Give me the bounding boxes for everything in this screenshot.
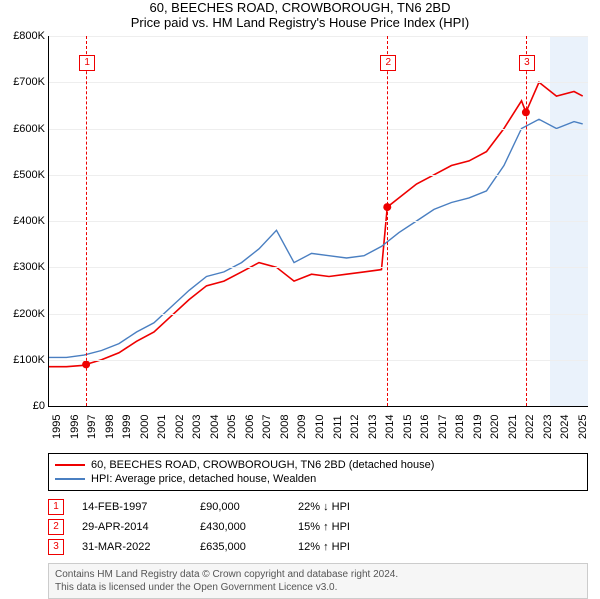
transaction-delta: 12% ↑ HPI <box>298 541 388 553</box>
x-axis-label: 2006 <box>244 415 256 439</box>
x-axis-label: 2021 <box>507 415 519 439</box>
x-axis-label: 2020 <box>489 415 501 439</box>
series-price_paid <box>49 82 583 366</box>
x-axis-label: 1997 <box>86 415 98 439</box>
x-axis-label: 2016 <box>419 415 431 439</box>
x-axis-label: 2007 <box>261 415 273 439</box>
gridline <box>49 314 588 315</box>
x-axis-label: 2008 <box>279 415 291 439</box>
x-axis-label: 1998 <box>104 415 116 439</box>
x-axis-label: 1996 <box>69 415 81 439</box>
gridline <box>49 129 588 130</box>
y-axis-label: £300K <box>1 261 45 273</box>
sale-marker-line <box>526 36 527 406</box>
x-axis-label: 2010 <box>314 415 326 439</box>
gridline <box>49 267 588 268</box>
x-axis-label: 2019 <box>472 415 484 439</box>
transaction-price: £635,000 <box>200 541 280 553</box>
chart-title-line2: Price paid vs. HM Land Registry's House … <box>0 15 600 30</box>
legend-swatch <box>55 464 85 466</box>
gridline <box>49 360 588 361</box>
series-hpi <box>49 119 583 357</box>
chart-plot-area: £0£100K£200K£300K£400K£500K£600K£700K£80… <box>48 36 588 407</box>
x-axis-label: 2005 <box>226 415 238 439</box>
attribution-footer: Contains HM Land Registry data © Crown c… <box>48 563 588 599</box>
transactions-table: 1 14-FEB-1997 £90,000 22% ↓ HPI 2 29-APR… <box>48 497 588 557</box>
x-axis-label: 2015 <box>402 415 414 439</box>
x-axis-label: 2003 <box>191 415 203 439</box>
x-axis-label: 2004 <box>209 415 221 439</box>
y-axis-label: £100K <box>1 354 45 366</box>
x-axis-label: 2025 <box>577 415 589 439</box>
sale-marker-number: 1 <box>79 55 95 71</box>
y-axis-label: £0 <box>1 400 45 412</box>
gridline <box>49 82 588 83</box>
x-axis-label: 2001 <box>156 415 168 439</box>
legend-swatch <box>55 478 85 480</box>
x-axis-labels: 1995 1996 1997 1998 1999 2000 2001 2002 2003 2004… <box>48 407 588 449</box>
chart-title-line1: 60, BEECHES ROAD, CROWBOROUGH, TN6 2BD <box>0 0 600 15</box>
transaction-date: 29-APR-2014 <box>82 521 182 533</box>
gridline <box>49 36 588 37</box>
x-axis-label: 2024 <box>559 415 571 439</box>
transaction-marker-box: 2 <box>48 519 64 535</box>
legend-label: 60, BEECHES ROAD, CROWBOROUGH, TN6 2BD (… <box>91 459 434 471</box>
x-axis-label: 2014 <box>384 415 396 439</box>
x-axis-label: 2000 <box>139 415 151 439</box>
x-axis-label: 2013 <box>367 415 379 439</box>
transaction-delta: 22% ↓ HPI <box>298 501 388 513</box>
legend-item: HPI: Average price, detached house, Weal… <box>55 472 581 486</box>
x-axis-label: 2011 <box>332 415 344 439</box>
transaction-price: £430,000 <box>200 521 280 533</box>
gridline <box>49 175 588 176</box>
legend-label: HPI: Average price, detached house, Weal… <box>91 473 316 485</box>
x-axis-label: 2023 <box>542 415 554 439</box>
x-axis-label: 2022 <box>524 415 536 439</box>
x-axis-label: 1995 <box>51 415 63 439</box>
sale-marker-line <box>86 36 87 406</box>
x-axis-label: 2012 <box>349 415 361 439</box>
y-axis-label: £700K <box>1 76 45 88</box>
table-row: 2 29-APR-2014 £430,000 15% ↑ HPI <box>48 517 588 537</box>
legend-item: 60, BEECHES ROAD, CROWBOROUGH, TN6 2BD (… <box>55 458 581 472</box>
transaction-date: 14-FEB-1997 <box>82 501 182 513</box>
transaction-marker-box: 1 <box>48 499 64 515</box>
sale-marker-line <box>387 36 388 406</box>
transaction-date: 31-MAR-2022 <box>82 541 182 553</box>
transaction-price: £90,000 <box>200 501 280 513</box>
x-axis-label: 1999 <box>121 415 133 439</box>
sale-marker-number: 3 <box>519 55 535 71</box>
sale-marker-number: 2 <box>380 55 396 71</box>
x-axis-label: 2017 <box>437 415 449 439</box>
table-row: 3 31-MAR-2022 £635,000 12% ↑ HPI <box>48 537 588 557</box>
y-axis-label: £600K <box>1 123 45 135</box>
x-axis-label: 2002 <box>174 415 186 439</box>
transaction-marker-box: 3 <box>48 539 64 555</box>
table-row: 1 14-FEB-1997 £90,000 22% ↓ HPI <box>48 497 588 517</box>
x-axis-label: 2018 <box>454 415 466 439</box>
legend: 60, BEECHES ROAD, CROWBOROUGH, TN6 2BD (… <box>48 453 588 491</box>
footer-line: Contains HM Land Registry data © Crown c… <box>55 568 581 581</box>
transaction-delta: 15% ↑ HPI <box>298 521 388 533</box>
y-axis-label: £500K <box>1 169 45 181</box>
y-axis-label: £400K <box>1 215 45 227</box>
y-axis-label: £200K <box>1 308 45 320</box>
footer-line: This data is licensed under the Open Gov… <box>55 581 581 594</box>
gridline <box>49 221 588 222</box>
y-axis-label: £800K <box>1 30 45 42</box>
x-axis-label: 2009 <box>296 415 308 439</box>
